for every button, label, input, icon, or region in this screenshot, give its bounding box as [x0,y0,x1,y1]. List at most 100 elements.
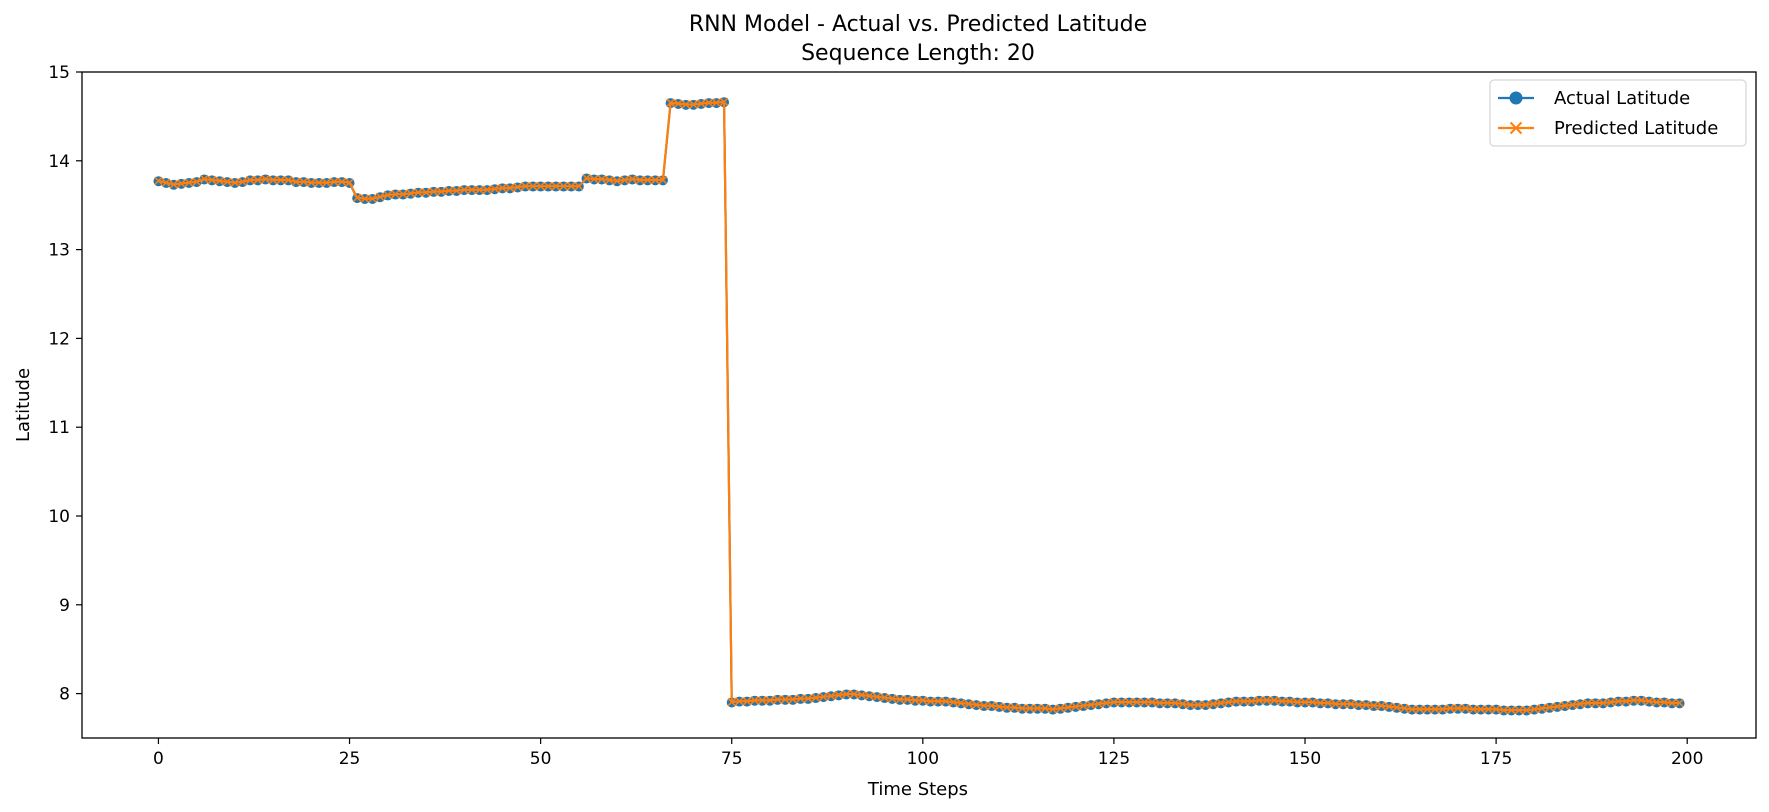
data-point [1423,705,1432,714]
data-point [1323,698,1333,708]
data-point [750,696,759,705]
data-point [826,691,836,701]
y-tick-label: 15 [48,63,70,83]
data-point [1606,697,1615,707]
x-tick-label: 50 [530,749,552,769]
data-point [689,100,698,109]
data-point [1147,697,1157,707]
data-point [872,692,882,701]
data-point [1270,696,1279,705]
data-point [1216,698,1226,708]
data-point [1048,705,1057,714]
data-point [398,190,408,199]
data-point [1331,699,1340,709]
data-point [322,178,331,187]
data-point [368,194,377,203]
data-point [1033,704,1042,713]
data-point [674,99,683,108]
data-point [1644,697,1654,706]
data-point [490,184,499,194]
data-point [192,177,201,186]
data-point [1247,697,1256,706]
data-point [307,178,316,187]
data-point [567,182,576,191]
data-point [1224,697,1233,707]
data-point [1209,699,1218,709]
data-point [314,178,324,187]
y-axis-label: Latitude [13,368,34,442]
x-tick-label: 200 [1671,749,1703,769]
data-point [1125,697,1134,707]
data-point [1232,697,1241,706]
data-point [643,175,652,185]
data-point [1415,705,1424,714]
data-point [1530,705,1539,714]
data-point [758,696,767,705]
data-point [475,185,484,194]
data-point [1193,700,1203,709]
data-point [1239,697,1249,706]
data-point [651,175,660,185]
data-point [1667,698,1677,708]
data-point [1553,702,1562,711]
data-point [1377,701,1386,710]
data-point [238,177,247,186]
data-point [1400,704,1409,713]
data-point [1117,697,1126,707]
data-point [1637,696,1646,705]
data-point [1560,701,1570,710]
data-point [276,175,285,185]
data-point [551,182,561,191]
data-point [1178,699,1187,709]
data-point [811,693,820,702]
series-actual [153,97,1685,716]
data-point [1109,697,1119,707]
data-point [1254,696,1264,705]
data-point [261,174,270,184]
data-point [1163,698,1172,708]
data-point [345,178,354,187]
legend-actual-label: Actual Latitude [1554,88,1690,109]
data-point [1102,698,1111,708]
data-point [429,187,438,196]
data-point [612,176,622,186]
data-point [1316,698,1325,708]
data-point [781,695,790,704]
data-point [284,175,293,185]
data-point [842,689,851,699]
data-point [383,190,392,200]
data-point [375,192,385,202]
data-point [849,689,859,699]
plot-frame [81,71,1757,739]
y-tick-label: 8 [59,685,70,705]
x-tick-label: 75 [721,749,743,769]
data-point [1155,698,1164,708]
data-point [719,97,729,107]
data-point [727,697,736,707]
data-point [1652,697,1661,707]
data-point [1660,697,1669,707]
data-point [1453,704,1463,713]
data-point [773,695,782,704]
data-point [880,693,889,702]
data-point [1491,705,1501,714]
data-point [245,175,255,185]
data-point [1407,705,1417,714]
data-point [681,100,691,109]
data-point [1537,704,1547,713]
data-point [1040,704,1050,713]
data-point [834,690,843,700]
data-point [1438,705,1447,714]
data-point [1010,703,1019,712]
data-point [704,98,713,107]
data-point [330,177,339,186]
data-point [215,176,224,186]
data-point [414,188,423,197]
data-point [184,178,194,187]
data-point [1293,697,1302,707]
data-point [513,182,522,192]
series-predicted [154,97,1684,715]
data-point [291,177,301,186]
data-point [1285,697,1294,706]
data-point [911,696,920,705]
